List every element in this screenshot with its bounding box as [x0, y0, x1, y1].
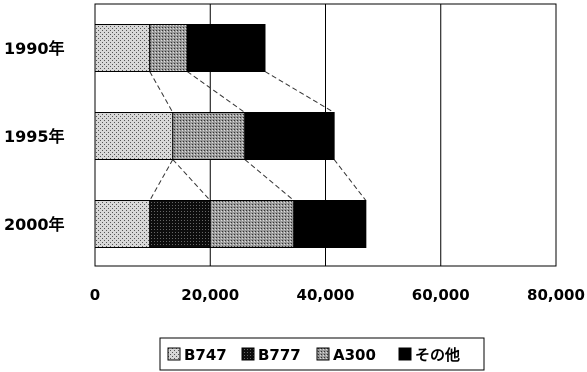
bar-その他-1995年	[244, 112, 335, 160]
bar-B747-1995年	[94, 112, 174, 160]
bar-B747-1990年	[94, 24, 151, 72]
x-tick-label: 20,000	[181, 286, 239, 304]
x-tick-label: 0	[90, 286, 100, 304]
category-labels: 1990年 1995年 2000年	[4, 39, 65, 234]
legend-swatch-A300	[316, 347, 330, 361]
series-connector	[333, 159, 367, 201]
series-connector	[264, 71, 335, 113]
bars	[94, 24, 367, 248]
bar-その他-2000年	[293, 200, 367, 248]
legend-label-A300: A300	[333, 346, 376, 364]
legend-swatch-その他	[398, 347, 412, 361]
category-label: 2000年	[4, 215, 65, 234]
category-label: 1995年	[4, 127, 65, 146]
x-tick-label: 80,000	[527, 286, 585, 304]
legend-swatch-B777	[241, 347, 255, 361]
legend: B747 B777 A300 その他	[159, 337, 485, 371]
legend-label-その他: その他	[415, 346, 460, 364]
x-tick-label: 40,000	[297, 286, 355, 304]
x-axis-ticks: 0 20,000 40,000 60,000 80,000	[90, 286, 585, 304]
series-connector	[244, 159, 295, 201]
series-connector	[186, 71, 246, 113]
category-label: 1990年	[4, 39, 65, 58]
x-tick-label: 60,000	[412, 286, 470, 304]
bar-B747-2000年	[94, 200, 151, 248]
legend-label-B777: B777	[258, 346, 301, 364]
series-connector	[172, 159, 211, 201]
bar-その他-1990年	[186, 24, 266, 72]
legend-label-B747: B747	[184, 346, 227, 364]
series-connectors	[149, 71, 367, 201]
bar-B777-2000年	[149, 200, 211, 248]
bar-A300-1995年	[172, 112, 246, 160]
bar-A300-2000年	[209, 200, 295, 248]
bar-A300-1990年	[149, 24, 188, 72]
legend-swatch-B747	[167, 347, 181, 361]
